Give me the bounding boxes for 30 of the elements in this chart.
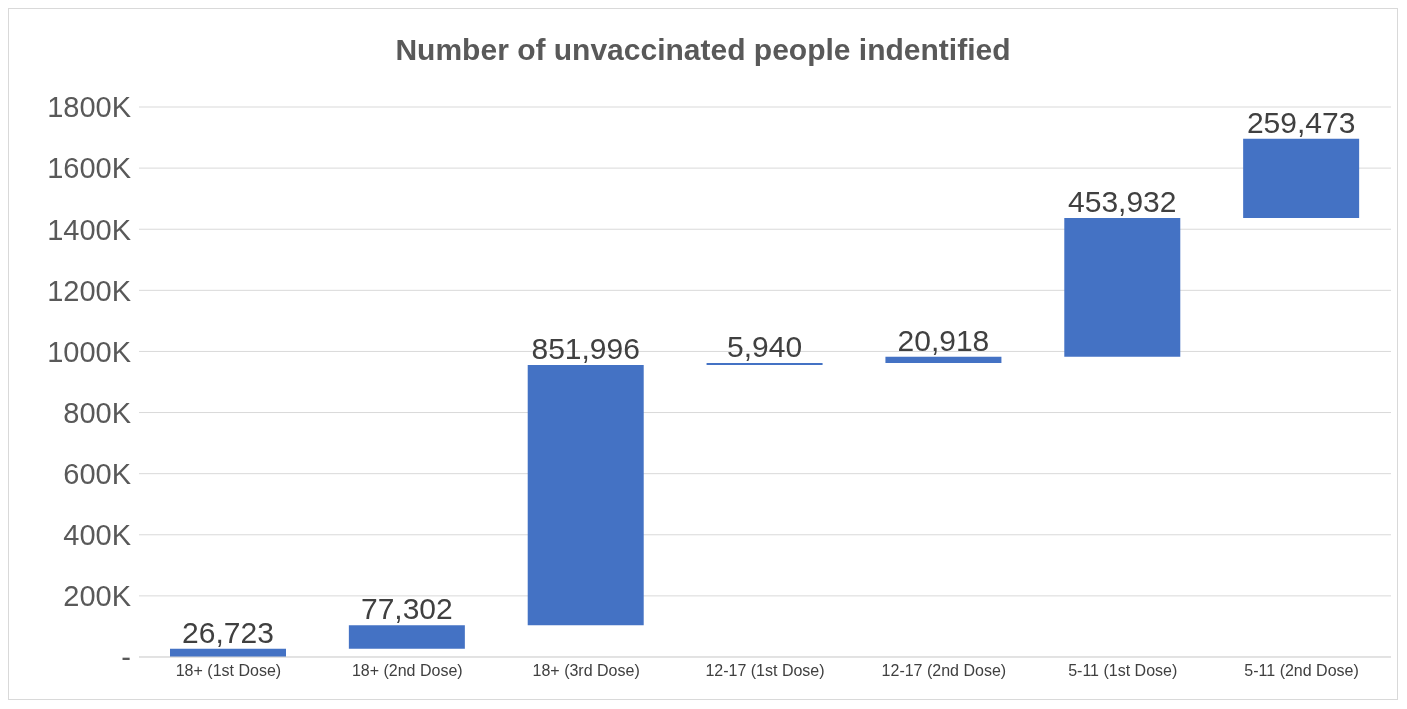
y-tick-label: 1000K: [47, 335, 132, 368]
y-tick-label: -: [121, 641, 131, 674]
x-tick-label: 18+ (3rd Dose): [532, 662, 640, 680]
y-tick-label: 400K: [63, 519, 132, 552]
data-label: 453,932: [1068, 184, 1177, 218]
x-tick-label: 12-17 (2nd Dose): [881, 662, 1007, 680]
data-label: 851,996: [531, 331, 640, 365]
x-tick-label: 5-11 (1st Dose): [1068, 662, 1178, 680]
x-tick-label: 12-17 (1st Dose): [705, 662, 825, 680]
x-tick-label: 18+ (2nd Dose): [351, 662, 463, 680]
bar: [1064, 217, 1181, 357]
x-tick-label: 5-11 (2nd Dose): [1244, 662, 1359, 680]
data-label: 26,723: [182, 615, 274, 649]
y-tick-label: 1800K: [47, 91, 132, 124]
y-tick-label: 800K: [63, 396, 132, 429]
y-tick-label: 1200K: [47, 274, 132, 307]
x-tick-label: 18+ (1st Dose): [175, 662, 282, 680]
data-label: 77,302: [360, 592, 453, 626]
bar: [527, 364, 644, 626]
bar: [885, 356, 1002, 364]
data-label: 5,940: [727, 330, 803, 364]
data-label: 259,473: [1246, 105, 1356, 139]
y-tick-label: 1600K: [47, 152, 132, 185]
data-label: 20,918: [897, 323, 990, 357]
bar: [1243, 138, 1360, 218]
y-tick-label: 200K: [63, 580, 132, 613]
bar: [348, 625, 465, 649]
y-tick-label: 600K: [63, 457, 132, 490]
chart-title: Number of unvaccinated people indentified: [394, 32, 1012, 68]
y-tick-label: 1400K: [47, 213, 132, 246]
